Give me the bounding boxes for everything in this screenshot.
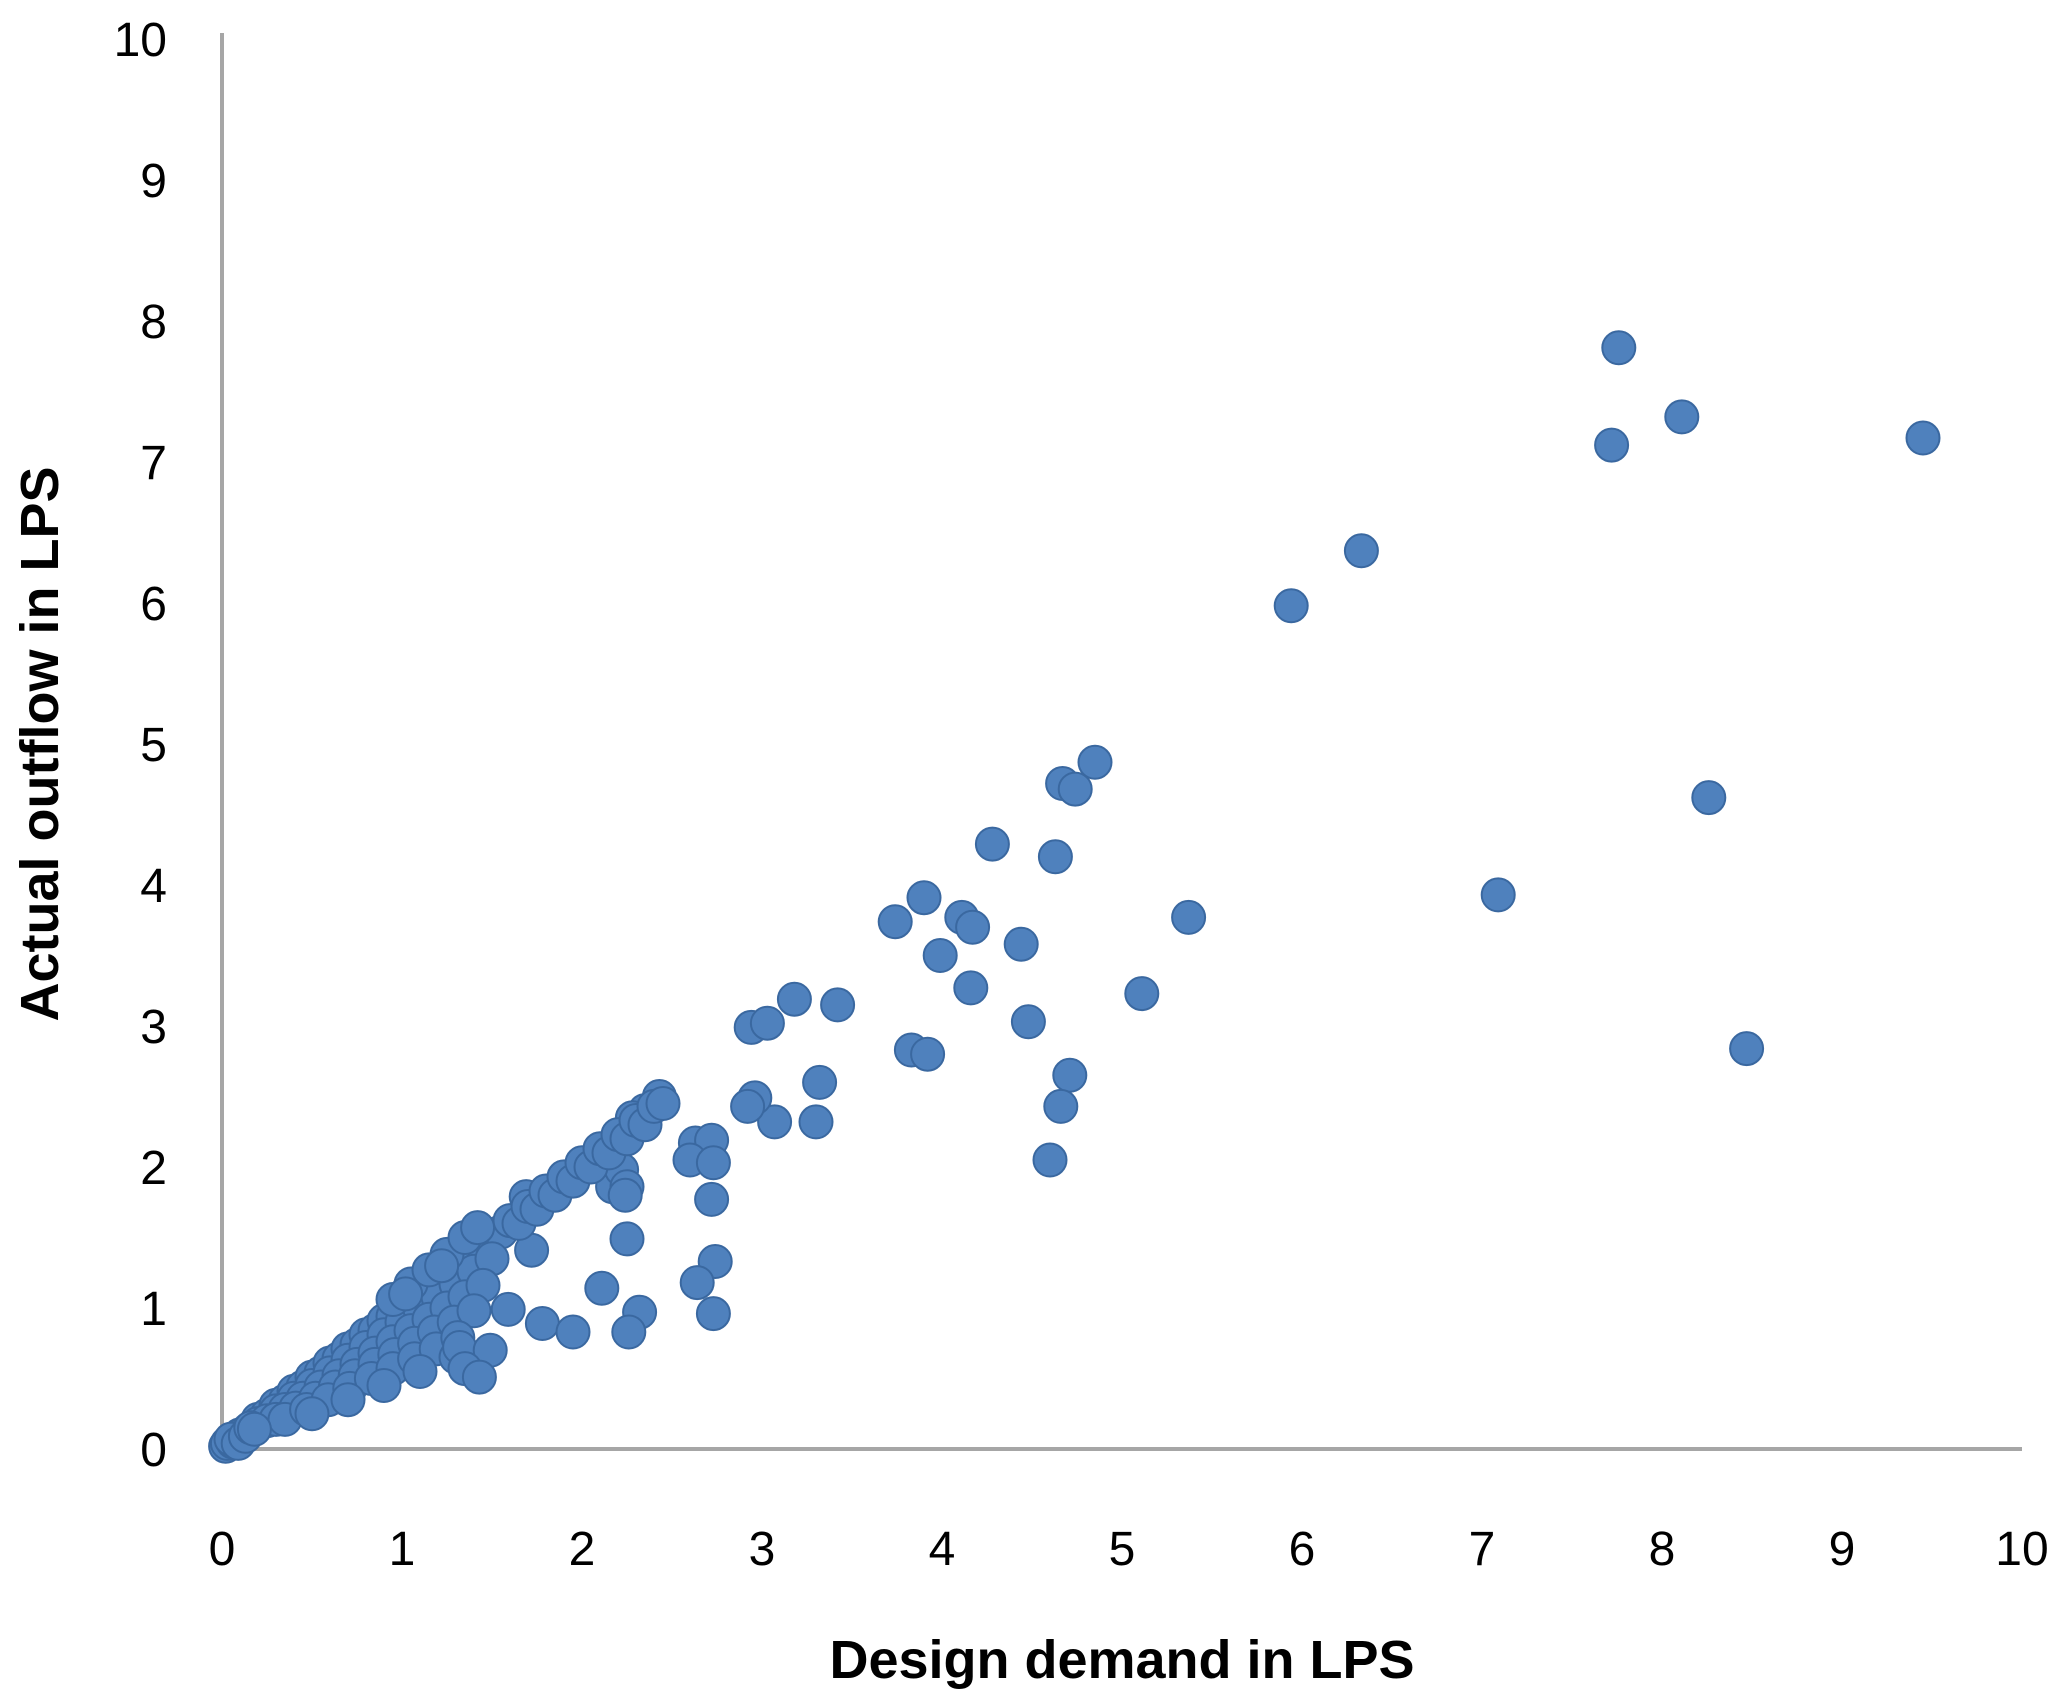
data-point bbox=[366, 1368, 402, 1403]
data-point bbox=[607, 1177, 643, 1213]
data-point bbox=[1043, 1088, 1079, 1124]
data-point bbox=[236, 1411, 272, 1447]
x-tick-label: 8 bbox=[1649, 1523, 1676, 1576]
data-point bbox=[1343, 533, 1379, 569]
data-point bbox=[330, 1382, 366, 1418]
data-point bbox=[906, 880, 942, 916]
y-tick-label: 7 bbox=[140, 437, 167, 490]
data-point bbox=[1601, 330, 1637, 366]
data-point bbox=[679, 1265, 715, 1301]
data-point bbox=[456, 1293, 492, 1329]
data-point bbox=[1003, 926, 1039, 962]
data-point bbox=[695, 1296, 731, 1332]
data-point bbox=[955, 909, 991, 945]
x-tick-label: 9 bbox=[1829, 1523, 1856, 1576]
y-tick-label: 4 bbox=[140, 860, 167, 913]
x-tick-label: 6 bbox=[1289, 1523, 1316, 1576]
data-point bbox=[1594, 427, 1630, 463]
x-tick-label: 7 bbox=[1469, 1523, 1496, 1576]
data-point bbox=[1664, 399, 1700, 435]
axes-layer bbox=[220, 33, 2022, 1451]
data-point bbox=[695, 1145, 731, 1181]
data-point bbox=[730, 1088, 766, 1124]
y-tick-label: 10 bbox=[114, 14, 167, 67]
y-tick-label: 9 bbox=[140, 155, 167, 208]
data-point bbox=[1171, 899, 1207, 935]
data-point bbox=[1037, 839, 1073, 875]
data-point bbox=[798, 1104, 834, 1140]
x-tick-label: 1 bbox=[389, 1523, 416, 1576]
y-tick-label: 3 bbox=[140, 1001, 167, 1054]
data-points-layer bbox=[208, 330, 1941, 1464]
data-point bbox=[584, 1270, 620, 1306]
x-tick-label: 2 bbox=[569, 1523, 596, 1576]
data-point bbox=[757, 1104, 793, 1140]
data-point bbox=[609, 1221, 645, 1257]
y-tick-label: 2 bbox=[140, 1142, 167, 1195]
data-point bbox=[611, 1314, 647, 1350]
data-point bbox=[694, 1181, 730, 1217]
data-point bbox=[1691, 780, 1727, 816]
data-point bbox=[402, 1354, 438, 1389]
x-axis-title: Design demand in LPS bbox=[829, 1630, 1414, 1690]
x-tick-label: 0 bbox=[209, 1523, 236, 1576]
data-point bbox=[490, 1291, 526, 1327]
data-point bbox=[910, 1036, 946, 1072]
data-point bbox=[1052, 1057, 1088, 1093]
data-point bbox=[776, 981, 812, 1017]
y-tick-label: 8 bbox=[140, 296, 167, 349]
data-point bbox=[1124, 976, 1160, 1012]
data-point bbox=[1057, 771, 1093, 807]
data-point bbox=[555, 1314, 591, 1350]
data-point bbox=[294, 1396, 330, 1432]
data-point bbox=[460, 1210, 496, 1246]
data-point bbox=[749, 1005, 785, 1041]
y-tick-label: 0 bbox=[140, 1424, 167, 1477]
data-point bbox=[1032, 1142, 1068, 1178]
data-point bbox=[424, 1248, 460, 1284]
data-point bbox=[802, 1064, 838, 1100]
data-point bbox=[877, 904, 913, 940]
data-point bbox=[388, 1276, 424, 1312]
y-tick-label: 5 bbox=[140, 719, 167, 772]
data-point bbox=[1010, 1004, 1046, 1040]
x-tick-label: 3 bbox=[749, 1523, 776, 1576]
data-point bbox=[1077, 744, 1113, 780]
data-point bbox=[974, 826, 1010, 862]
y-axis-title: Actual outflow in LPS bbox=[10, 467, 70, 1022]
data-point bbox=[1729, 1031, 1765, 1067]
data-point bbox=[645, 1086, 681, 1121]
x-tick-label: 10 bbox=[1995, 1523, 2048, 1576]
data-point bbox=[1480, 877, 1516, 913]
y-tick-label: 6 bbox=[140, 578, 167, 631]
data-point bbox=[953, 970, 989, 1006]
data-point bbox=[1905, 420, 1941, 456]
x-tick-label: 4 bbox=[929, 1523, 956, 1576]
data-point bbox=[461, 1359, 497, 1395]
data-point bbox=[1273, 588, 1309, 624]
data-point bbox=[922, 938, 958, 973]
data-point bbox=[820, 987, 856, 1023]
x-tick-label: 5 bbox=[1109, 1523, 1136, 1576]
y-tick-label: 1 bbox=[140, 1283, 167, 1336]
tick-labels-layer: 0 1 2 3 4 5 6 7 8 9 10 0 1 2 3 4 5 6 7 8 9 10 bbox=[114, 14, 2049, 1576]
data-point bbox=[524, 1306, 560, 1341]
